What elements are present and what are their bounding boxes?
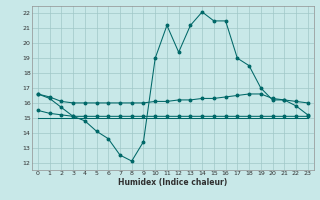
X-axis label: Humidex (Indice chaleur): Humidex (Indice chaleur)	[118, 178, 228, 187]
